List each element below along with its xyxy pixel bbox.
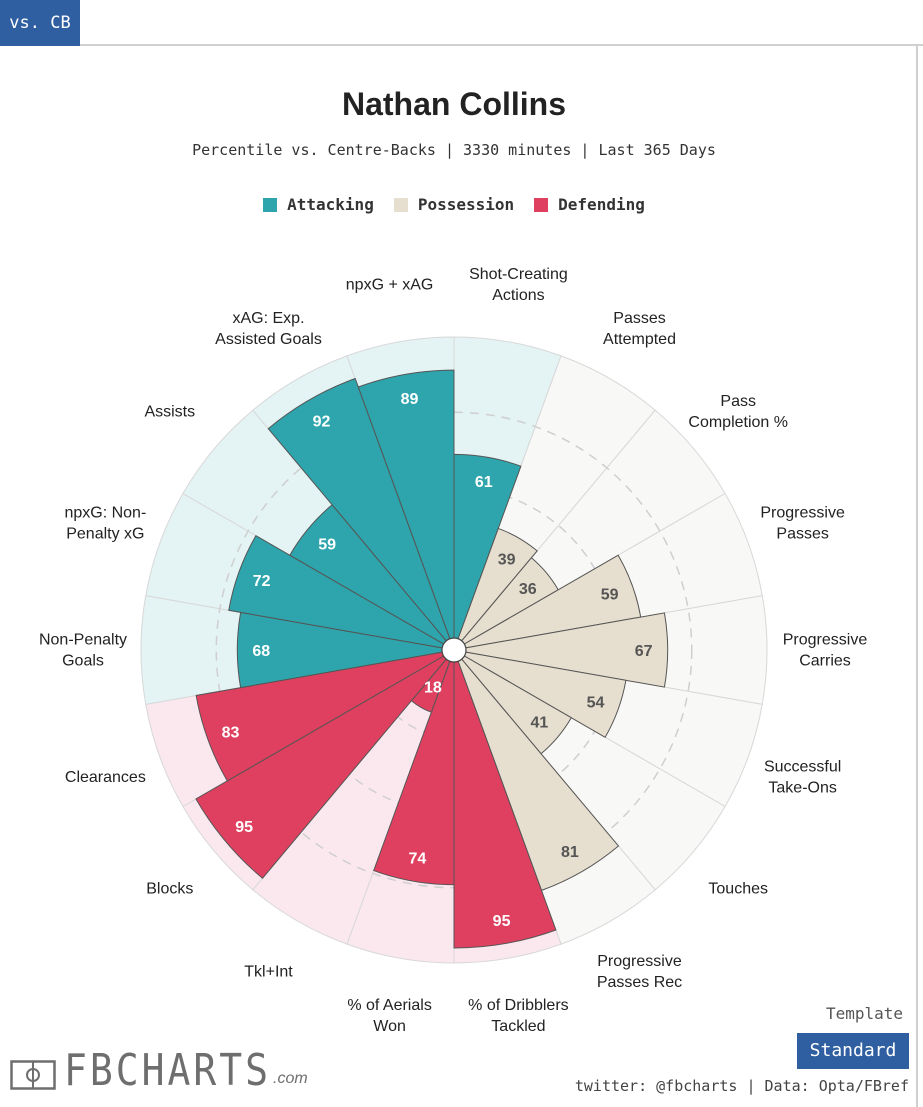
category-label-shot-creating-actions: Shot-Creating Actions — [469, 266, 568, 304]
legend-label-defending: Defending — [558, 195, 645, 214]
value-label-successful-take-ons: 54 — [587, 694, 605, 711]
value-label-progressive-passes: 59 — [601, 586, 619, 603]
category-label-xag-exp-assisted-goals: xAG: Exp. Assisted Goals — [215, 310, 322, 348]
data-credit: twitter: @fbcharts | Data: Opta/FBref — [574, 1077, 909, 1095]
category-label-of-dribblers-tackled: % of Dribblers Tackled — [468, 997, 568, 1035]
category-label-pass-completion: Pass Completion % — [688, 393, 788, 431]
value-label-of-dribblers-tackled: 95 — [493, 913, 511, 930]
logo-wordmark: FBCHARTS — [64, 1044, 272, 1096]
category-label-clearances: Clearances — [65, 769, 146, 786]
category-label-assists: Assists — [144, 404, 195, 421]
legend-item-possession: Possession — [393, 195, 515, 214]
chart-frame — [0, 46, 918, 1107]
legend-item-defending: Defending — [534, 195, 645, 214]
value-label-passes-attempted: 39 — [498, 552, 516, 569]
category-label-touches: Touches — [708, 880, 768, 897]
category-label-progressive-passes: Progressive Passes — [760, 505, 845, 543]
category-label-of-aerials-won: % of Aerials Won — [347, 997, 431, 1035]
value-label-shot-creating-actions: 61 — [475, 474, 493, 491]
chart-title: Nathan Collins — [341, 86, 566, 122]
value-label-npxg-xag: 89 — [401, 391, 419, 408]
value-label-tkl-int: 18 — [424, 680, 442, 697]
tab-underline — [80, 44, 923, 46]
category-label-passes-attempted: Passes Attempted — [603, 310, 676, 348]
category-label-npxg-xag: npxG + xAG — [346, 277, 434, 294]
center-hub — [441, 637, 467, 663]
category-label-tkl-int: Tkl+Int — [244, 963, 293, 980]
pitch-icon — [10, 1060, 56, 1090]
value-label-blocks: 95 — [235, 819, 253, 836]
value-label-pass-completion: 36 — [519, 581, 537, 598]
value-label-of-aerials-won: 74 — [409, 851, 427, 868]
template-tab[interactable]: vs. CB — [0, 0, 80, 46]
legend-label-possession: Possession — [417, 195, 515, 214]
logo-suffix: .com — [273, 1070, 308, 1087]
category-label-progressive-passes-rec: Progressive Passes Rec — [597, 953, 682, 991]
legend-swatch-defending — [534, 197, 549, 212]
chart-subtitle: Percentile vs. Centre-Backs | 3330 minut… — [192, 141, 716, 159]
value-label-npxg-non-penalty-xg: 72 — [253, 573, 271, 590]
category-label-non-penalty-goals: Non-Penalty Goals — [39, 632, 127, 670]
legend: Attacking Possession Defending — [0, 195, 908, 214]
legend-swatch-possession — [393, 197, 408, 212]
fbcharts-logo: FBCHARTS .com — [10, 1044, 308, 1096]
value-label-progressive-carries: 67 — [635, 643, 653, 660]
value-label-touches: 41 — [530, 715, 548, 732]
legend-label-attacking: Attacking — [287, 195, 374, 214]
value-label-non-penalty-goals: 68 — [252, 643, 270, 660]
legend-item-attacking: Attacking — [263, 195, 374, 214]
category-label-npxg-non-penalty-xg: npxG: Non-Penalty xG — [64, 505, 146, 543]
value-label-clearances: 83 — [222, 724, 240, 741]
category-label-progressive-carries: Progressive Carries — [783, 632, 868, 670]
category-label-blocks: Blocks — [146, 880, 193, 897]
template-label: Template — [825, 1004, 903, 1023]
value-label-progressive-passes-rec: 81 — [561, 844, 579, 861]
standard-template-button[interactable]: Standard — [797, 1033, 909, 1069]
value-label-xag-exp-assisted-goals: 92 — [313, 414, 331, 431]
category-label-successful-take-ons: Successful Take-Ons — [764, 758, 841, 796]
legend-swatch-attacking — [263, 197, 278, 212]
value-label-assists: 59 — [318, 537, 336, 554]
